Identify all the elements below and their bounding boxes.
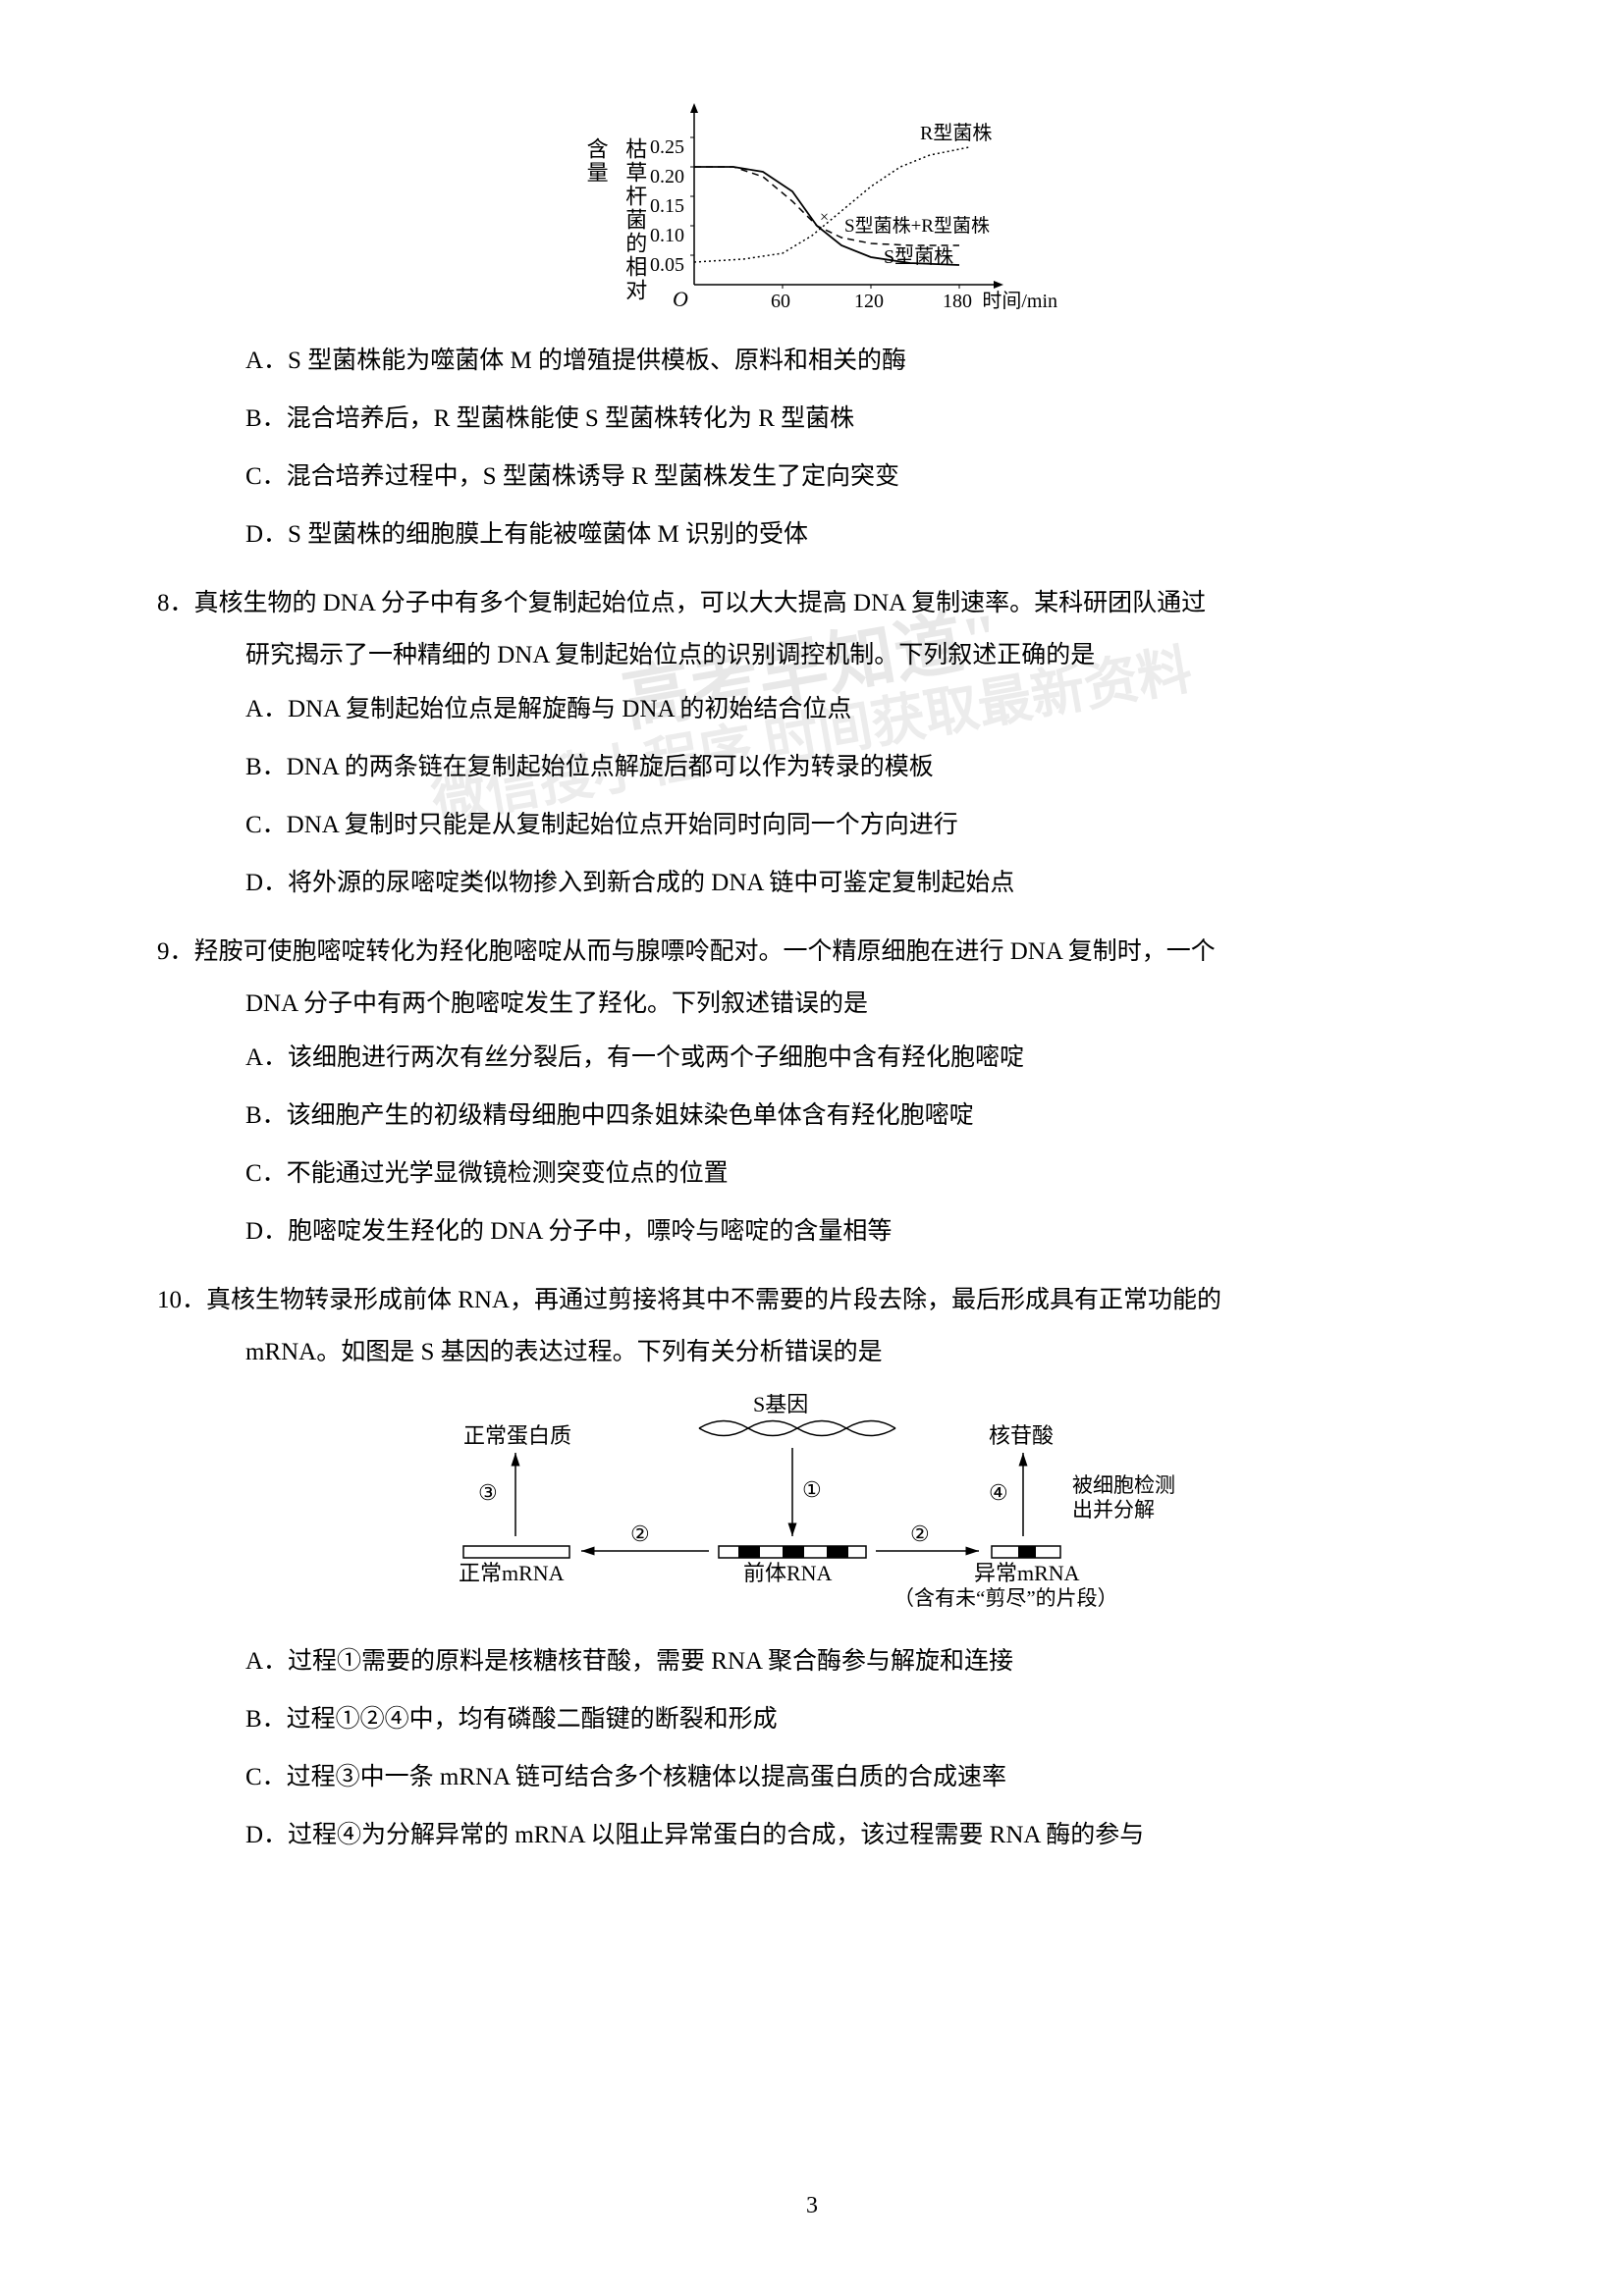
page-number: 3 xyxy=(806,2185,818,2227)
q8-stem-1: 8．真核生物的 DNA 分子中有多个复制起始位点，可以大大提高 DNA 复制速率… xyxy=(157,581,1467,625)
q7-option-c: C．混合培养过程中，S 型菌株诱导 R 型菌株发生了定向突变 xyxy=(245,454,1467,499)
diagram-nucleotide: 核苷酸 xyxy=(989,1423,1054,1448)
q7-option-d: D．S 型菌株的细胞膜上有能被噬菌体 M 识别的受体 xyxy=(245,512,1467,557)
q9-option-b: B．该细胞产生的初级精母细胞中四条姐妹染色单体含有羟化胞嘧啶 xyxy=(245,1094,1467,1138)
x-tick: 120 xyxy=(854,284,884,319)
q8-option-b: B．DNA 的两条链在复制起始位点解旋后都可以作为转录的模板 xyxy=(245,745,1467,789)
svg-text:①: ① xyxy=(802,1477,822,1502)
q9-option-a: A．该细胞进行两次有丝分裂后，有一个或两个子细胞中含有羟化胞嘧啶 xyxy=(245,1036,1467,1080)
q8-option-a: A．DNA 复制起始位点是解旋酶与 DNA 的初始结合位点 xyxy=(245,687,1467,731)
q10-option-c: C．过程③中一条 mRNA 链可结合多个核糖体以提高蛋白质的合成速率 xyxy=(245,1755,1467,1799)
diagram-container: S基因 正常蛋白质 核苷酸 ① ③ ④ ② ② 正常mRNA xyxy=(157,1394,1467,1620)
svg-text:②: ② xyxy=(630,1522,650,1546)
q10-option-b: B．过程①②④中，均有磷酸二酯键的断裂和形成 xyxy=(245,1697,1467,1741)
diagram-normal-mrna: 正常mRNA xyxy=(459,1561,565,1585)
x-tick: 180 xyxy=(943,284,972,319)
y-tick: 0.25 xyxy=(640,130,684,165)
diagram-s-gene: S基因 xyxy=(753,1394,808,1416)
q7-option-a: A．S 型菌株能为噬菌体 M 的增殖提供模板、原料和相关的酶 xyxy=(245,339,1467,383)
question-8: 8．真核生物的 DNA 分子中有多个复制起始位点，可以大大提高 DNA 复制速率… xyxy=(157,581,1467,905)
q9-stem-1: 9．羟胺可使胞嘧啶转化为羟化胞嘧啶从而与腺嘌呤配对。一个精原细胞在进行 DNA … xyxy=(157,930,1467,974)
diagram-note2: 出并分解 xyxy=(1072,1498,1155,1522)
q10-stem-2: mRNA。如图是 S 基因的表达过程。下列有关分析错误的是 xyxy=(245,1330,1467,1374)
q9-option-d: D．胞嘧啶发生羟化的 DNA 分子中，嘌呤与嘧啶的含量相等 xyxy=(245,1209,1467,1254)
q9-option-c: C．不能通过光学显微镜检测突变位点的位置 xyxy=(245,1151,1467,1196)
series-label-sr: S型菌株+R型菌株 xyxy=(844,215,990,237)
diagram-note3: （含有未“剪尽”的片段） xyxy=(893,1586,1118,1610)
q8-option-c: C．DNA 复制时只能是从复制起始位点开始同时向同一个方向进行 xyxy=(245,803,1467,847)
svg-text:②: ② xyxy=(910,1522,930,1546)
origin-label: O xyxy=(673,280,688,319)
series-label-r: R型菌株 xyxy=(920,122,992,144)
line-chart: 枯草杆菌的相对含量 × R型菌株 S型菌株+R xyxy=(606,98,1018,314)
diagram-abnormal-mrna: 异常mRNA xyxy=(974,1561,1080,1585)
series-label-s: S型菌株 xyxy=(884,245,953,268)
diagram-precursor-rna: 前体RNA xyxy=(743,1561,833,1585)
x-tick: 60 xyxy=(771,284,790,319)
diagram-note1: 被细胞检测 xyxy=(1072,1473,1175,1497)
diagram-normal-protein: 正常蛋白质 xyxy=(463,1423,571,1448)
svg-text:×: × xyxy=(820,209,829,226)
x-axis-label: 时间/min xyxy=(982,284,1057,319)
svg-text:④: ④ xyxy=(989,1480,1008,1505)
flowchart-svg: S基因 正常蛋白质 核苷酸 ① ③ ④ ② ② 正常mRNA xyxy=(405,1394,1219,1620)
q10-stem-1: 10．真核生物转录形成前体 RNA，再通过剪接将其中不需要的片段去除，最后形成具… xyxy=(157,1278,1467,1322)
question-9: 9．羟胺可使胞嘧啶转化为羟化胞嘧啶从而与腺嘌呤配对。一个精原细胞在进行 DNA … xyxy=(157,930,1467,1254)
chart-container: 枯草杆菌的相对含量 × R型菌株 S型菌株+R xyxy=(157,98,1467,314)
q8-option-d: D．将外源的尿嘧啶类似物掺入到新合成的 DNA 链中可鉴定复制起始点 xyxy=(245,861,1467,905)
question-10: 10．真核生物转录形成前体 RNA，再通过剪接将其中不需要的片段去除，最后形成具… xyxy=(157,1278,1467,1857)
q10-option-a: A．过程①需要的原料是核糖核苷酸，需要 RNA 聚合酶参与解旋和连接 xyxy=(245,1639,1467,1683)
q8-stem-2: 研究揭示了一种精细的 DNA 复制起始位点的识别调控机制。下列叙述正确的是 xyxy=(245,633,1467,677)
q9-stem-2: DNA 分子中有两个胞嘧啶发生了羟化。下列叙述错误的是 xyxy=(245,982,1467,1026)
q10-option-d: D．过程④为分解异常的 mRNA 以阻止异常蛋白的合成，该过程需要 RNA 酶的… xyxy=(245,1813,1467,1857)
svg-text:③: ③ xyxy=(478,1480,498,1505)
q7-option-b: B．混合培养后，R 型菌株能使 S 型菌株转化为 R 型菌株 xyxy=(245,397,1467,441)
